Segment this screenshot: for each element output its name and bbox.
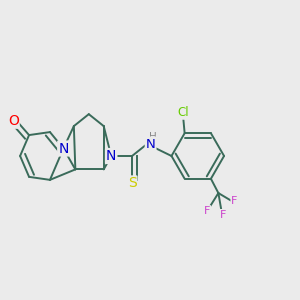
Text: H: H — [148, 132, 156, 142]
Text: N: N — [58, 142, 69, 155]
Text: Cl: Cl — [177, 106, 189, 119]
Text: F: F — [220, 210, 226, 220]
Text: S: S — [128, 176, 136, 190]
Text: O: O — [8, 114, 19, 128]
Text: N: N — [146, 137, 155, 151]
Text: F: F — [204, 206, 210, 216]
Text: N: N — [106, 149, 116, 163]
Text: F: F — [231, 196, 238, 206]
